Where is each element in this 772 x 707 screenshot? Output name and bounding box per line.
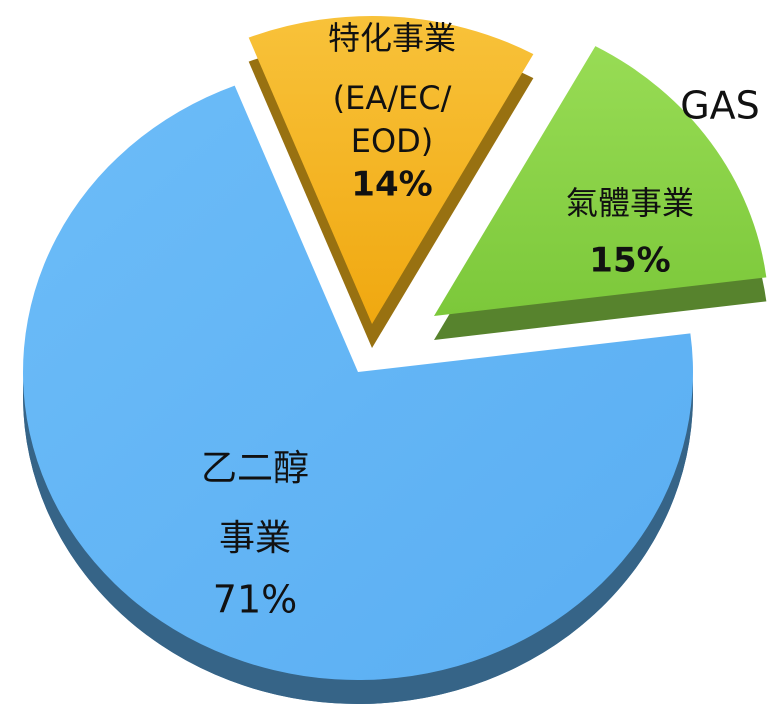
slice-label: 氣體事業 <box>566 184 694 222</box>
value-label: 71% <box>213 578 297 622</box>
slice-label: 特化事業 <box>328 19 456 57</box>
slice-label: EOD) <box>351 122 434 160</box>
annotation: GAS <box>680 84 760 128</box>
value-label: 14% <box>351 165 432 205</box>
slice-label: 事業 <box>219 518 291 559</box>
slice-label: (EA/EC/ <box>333 79 452 117</box>
value-label: 15% <box>589 241 670 281</box>
slice <box>434 46 767 317</box>
slice-label: 乙二醇 <box>201 448 309 489</box>
slice <box>22 85 693 680</box>
slice <box>248 16 534 325</box>
